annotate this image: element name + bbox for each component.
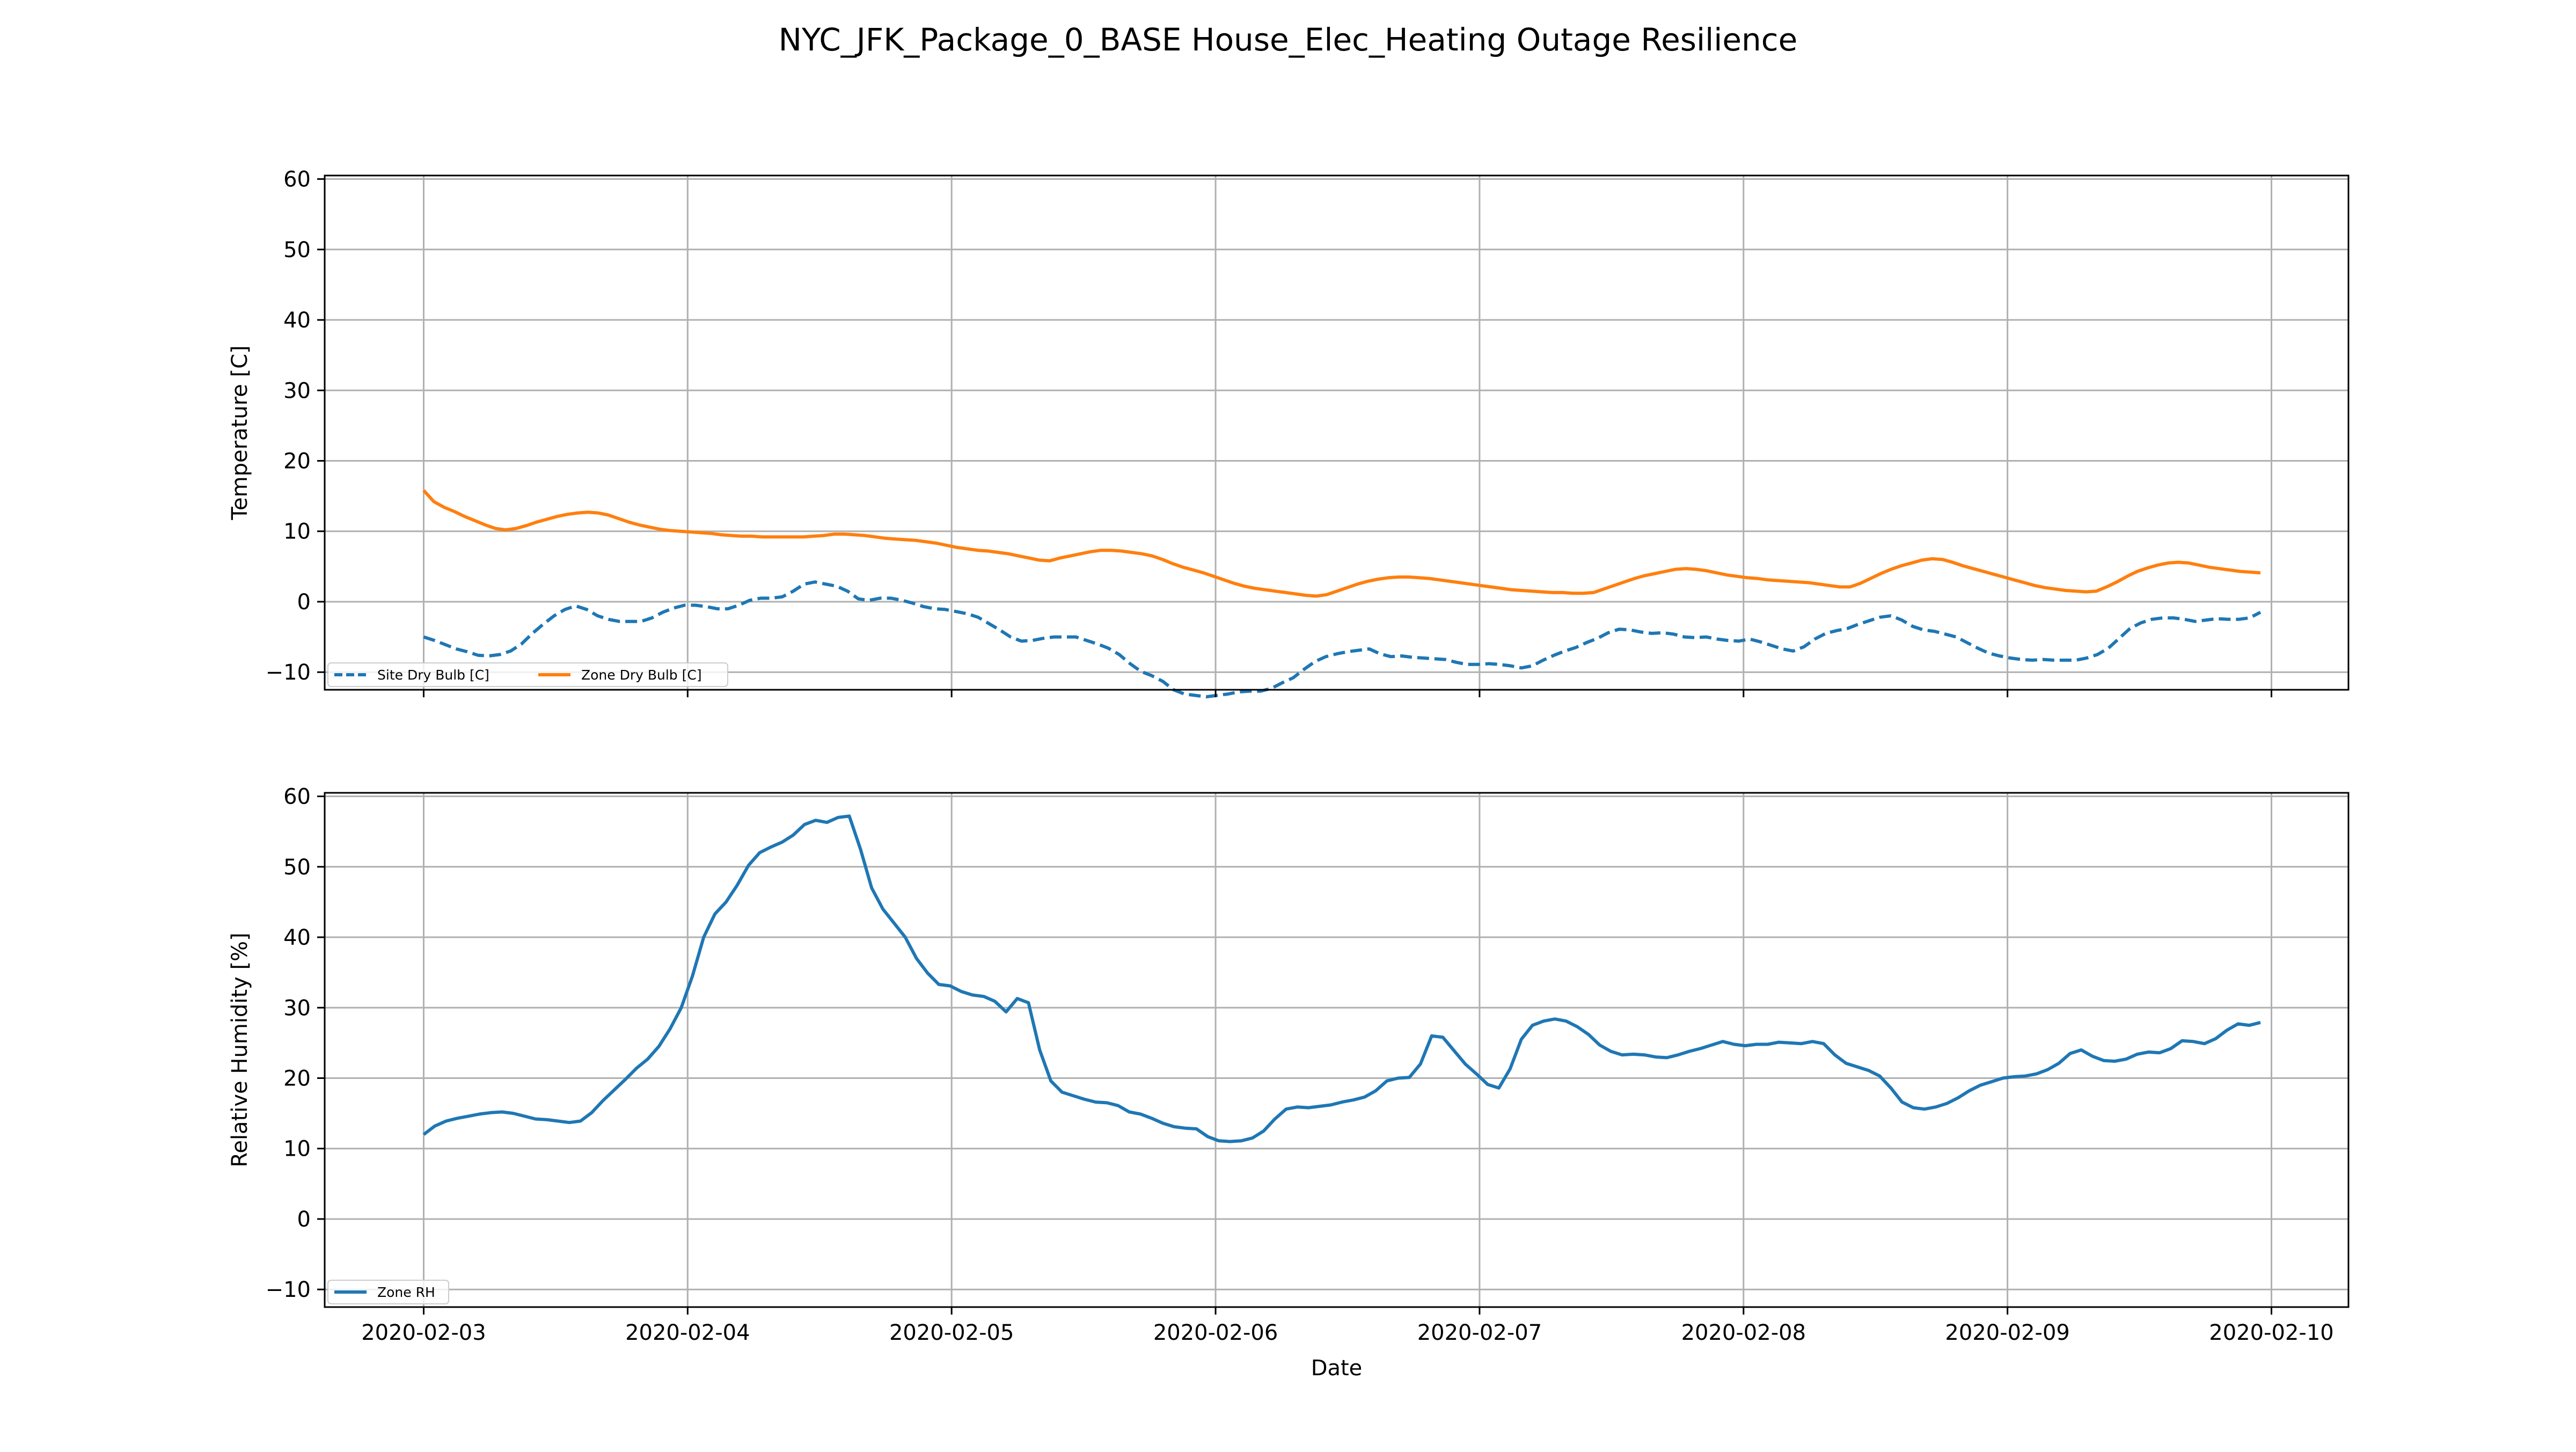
x-axis-label: Date [1311,1356,1363,1381]
x-tick-label: 2020-02-06 [1153,1320,1278,1345]
figure-title: NYC_JFK_Package_0_BASE House_Elec_Heatin… [779,21,1798,58]
legend-label: Zone Dry Bulb [C] [581,667,702,683]
plot-frame [324,792,2350,1308]
y-tick-label: 50 [283,238,311,262]
legend: Site Dry Bulb [C] Zone Dry Bulb [C] [327,662,728,687]
series-line-zone-dry-bulb-c [422,489,2261,598]
series-line-site-dry-bulb-c [423,580,2262,699]
x-tick-label: 2020-02-03 [361,1320,486,1345]
y-tick-label: 0 [297,1207,311,1232]
x-tick-label: 2020-02-07 [1417,1320,1542,1345]
y-tick-label: 40 [283,308,311,333]
series-line-zone-rh [422,814,2261,1143]
y-tick-label: 60 [283,167,311,192]
legend: Zone RH [327,1280,449,1304]
humidity-panel: −10 0 10 20 30 40 50 60 2020-02-03 2020-02-04 2020… [228,785,2350,1381]
y-tick-label: −10 [266,660,311,685]
x-tick-label: 2020-02-10 [2209,1320,2333,1345]
y-tick-label: 30 [283,996,311,1020]
y-tick-label: 40 [283,925,311,950]
x-tick-label: 2020-02-09 [1945,1320,2069,1345]
legend-label: Zone RH [377,1285,435,1300]
x-tick-label: 2020-02-04 [625,1320,750,1345]
x-tick-label: 2020-02-05 [889,1320,1014,1345]
x-tick-label: 2020-02-08 [1681,1320,1806,1345]
legend-label: Site Dry Bulb [C] [377,667,489,683]
y-tick-label: 0 [297,590,311,615]
legend-box [327,1280,449,1304]
plot-frame [324,174,2350,691]
y-axis-label: Temperature [C] [228,345,252,520]
y-tick-label: 10 [283,1137,311,1162]
y-tick-label: −10 [266,1278,311,1302]
temperature-panel: −10 0 10 20 30 40 50 60 Temperature [C] Site Dry … [228,167,2350,699]
y-tick-label: 60 [283,785,311,809]
y-tick-label: 50 [283,855,311,880]
y-axis-label: Relative Humidity [%] [228,932,252,1167]
y-tick-label: 10 [283,520,311,544]
y-tick-label: 20 [283,449,311,473]
legend-box [327,662,728,687]
y-tick-label: 30 [283,378,311,403]
y-tick-label: 20 [283,1066,311,1091]
